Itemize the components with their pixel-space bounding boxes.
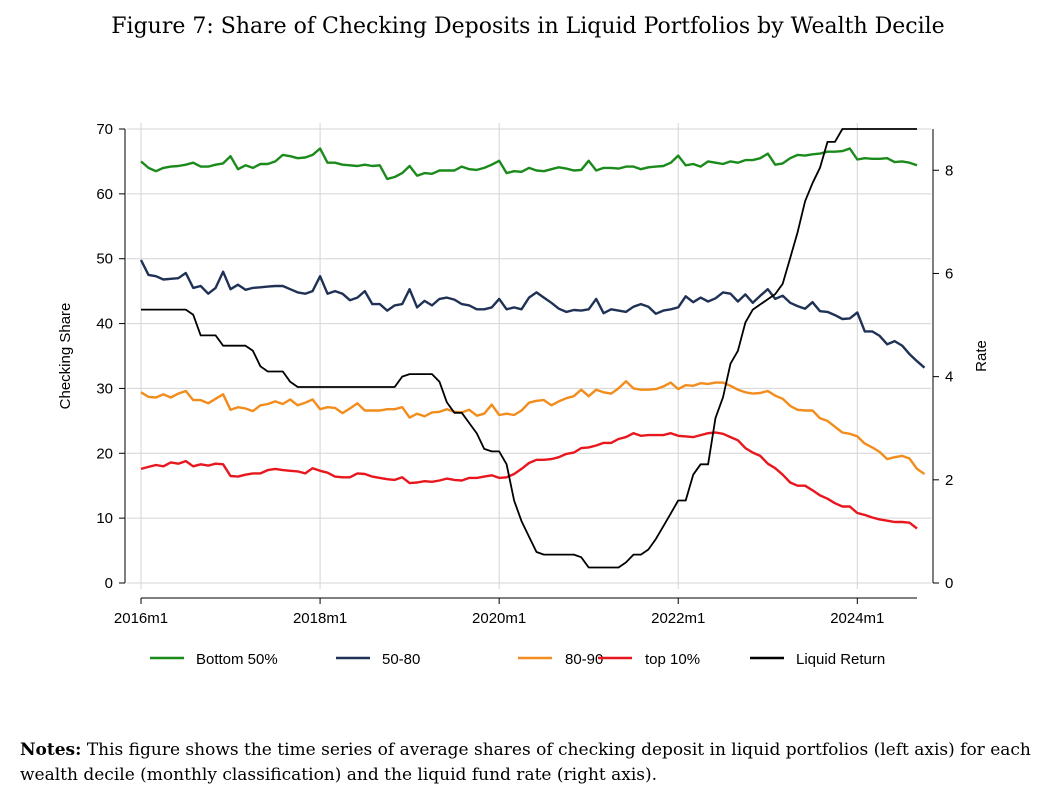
series-line-50-80 (139, 259, 926, 369)
grid-lines (127, 123, 931, 589)
y-axis-title: Checking Share (57, 303, 74, 410)
x-tick-label: 2020m1 (472, 610, 526, 627)
y-tick-label: 50 (96, 251, 113, 268)
y-tick-label: 0 (105, 575, 113, 592)
y-tick-label: 70 (96, 121, 113, 138)
legend-label: Liquid Return (796, 651, 885, 668)
x-tick-label: 2016m1 (114, 610, 168, 627)
legend-label: 50-80 (382, 651, 420, 668)
y-tick-label: 10 (96, 510, 113, 527)
notes-text: This figure shows the time series of ave… (20, 740, 1031, 785)
legend-label: 80-90 (565, 651, 603, 668)
y-tick-label: 60 (96, 186, 113, 203)
figure-title: Figure 7: Share of Checking Deposits in … (111, 14, 945, 39)
y2-tick-label: 2 (945, 472, 953, 489)
series-line-top-10- (140, 431, 918, 530)
series-line-liquid-return (141, 128, 917, 569)
chart: 0 10 20 30 40 50 60 70 0 2 4 6 8 2016m1 2018m1 2020m1 20… (57, 121, 990, 668)
y2-tick-label: 4 (945, 369, 953, 386)
series-line-bottom-50- (140, 147, 918, 181)
y2-tick-label: 0 (945, 575, 953, 592)
series-layer (139, 128, 926, 569)
notes-label: Notes: (20, 740, 82, 760)
y-tick-label: 40 (96, 316, 113, 333)
x-tick-label: 2024m1 (830, 610, 884, 627)
axes: 0 10 20 30 40 50 60 70 0 2 4 6 8 2016m1 2018m1 2020m1 20… (96, 121, 953, 627)
legend-label: top 10% (645, 651, 700, 668)
y2-tick-label: 6 (945, 265, 953, 282)
y2-tick-label: 8 (945, 162, 953, 179)
x-tick-label: 2018m1 (293, 610, 347, 627)
x-tick-label: 2022m1 (651, 610, 705, 627)
legend-label: Bottom 50% (196, 651, 278, 668)
y-tick-label: 30 (96, 380, 113, 397)
series-line-80-90 (140, 380, 926, 475)
legend: Bottom 50% 50-80 80-90 top 10% Liquid Return (150, 651, 885, 668)
y2-axis-title: Rate (973, 340, 990, 372)
figure-notes: Notes: This figure shows the time series… (20, 738, 1040, 788)
y-tick-label: 20 (96, 445, 113, 462)
